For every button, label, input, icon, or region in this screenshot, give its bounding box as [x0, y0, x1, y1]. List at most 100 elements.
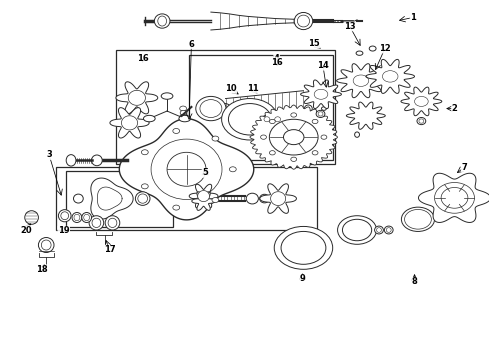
Bar — [116, 50, 335, 164]
Ellipse shape — [405, 210, 431, 229]
Circle shape — [261, 135, 267, 139]
Ellipse shape — [25, 211, 38, 224]
Polygon shape — [270, 192, 286, 206]
Ellipse shape — [74, 194, 83, 203]
Ellipse shape — [82, 212, 92, 222]
Ellipse shape — [284, 130, 304, 145]
Ellipse shape — [374, 226, 383, 234]
Text: 17: 17 — [104, 245, 115, 254]
Ellipse shape — [401, 207, 435, 231]
Text: 1: 1 — [410, 13, 416, 22]
Ellipse shape — [167, 152, 206, 186]
Circle shape — [369, 46, 376, 51]
Text: 16: 16 — [137, 54, 148, 63]
Ellipse shape — [61, 212, 69, 220]
Ellipse shape — [273, 115, 283, 123]
Circle shape — [173, 205, 180, 210]
Ellipse shape — [338, 216, 376, 244]
Ellipse shape — [72, 212, 82, 222]
Ellipse shape — [343, 219, 372, 241]
Polygon shape — [366, 59, 415, 94]
Circle shape — [142, 150, 148, 155]
Bar — [56, 167, 317, 230]
Ellipse shape — [304, 105, 312, 112]
Polygon shape — [128, 90, 146, 105]
Text: 11: 11 — [247, 84, 259, 93]
Polygon shape — [250, 105, 338, 169]
Ellipse shape — [260, 194, 270, 203]
Circle shape — [180, 106, 187, 111]
Ellipse shape — [419, 119, 424, 123]
Ellipse shape — [66, 155, 76, 166]
Text: 4: 4 — [274, 54, 280, 63]
Ellipse shape — [200, 100, 222, 117]
Ellipse shape — [384, 226, 393, 234]
Ellipse shape — [92, 155, 102, 166]
Ellipse shape — [108, 218, 117, 228]
Text: 18: 18 — [36, 265, 48, 274]
Ellipse shape — [264, 117, 270, 122]
Text: 19: 19 — [58, 226, 70, 235]
Polygon shape — [418, 173, 490, 222]
Ellipse shape — [294, 13, 313, 30]
Ellipse shape — [274, 226, 333, 269]
Text: 20: 20 — [20, 225, 31, 234]
Ellipse shape — [281, 231, 326, 264]
Text: 7: 7 — [462, 163, 467, 172]
Bar — [189, 55, 333, 160]
Ellipse shape — [262, 115, 272, 123]
Ellipse shape — [220, 104, 230, 113]
Polygon shape — [346, 102, 385, 129]
Bar — [66, 171, 173, 227]
Polygon shape — [189, 184, 218, 208]
Ellipse shape — [316, 111, 325, 117]
Circle shape — [291, 113, 296, 117]
Ellipse shape — [172, 195, 179, 202]
Circle shape — [173, 129, 180, 134]
Ellipse shape — [221, 99, 278, 140]
Ellipse shape — [196, 96, 226, 121]
Polygon shape — [120, 119, 254, 220]
Circle shape — [180, 114, 187, 119]
Ellipse shape — [318, 112, 323, 116]
Circle shape — [142, 184, 148, 189]
Ellipse shape — [356, 51, 363, 55]
Ellipse shape — [89, 216, 104, 230]
Ellipse shape — [180, 196, 185, 201]
Circle shape — [270, 119, 275, 123]
Ellipse shape — [135, 192, 150, 205]
Ellipse shape — [92, 218, 101, 228]
Ellipse shape — [275, 117, 281, 122]
Text: 2: 2 — [452, 104, 458, 113]
Polygon shape — [337, 64, 385, 98]
Polygon shape — [197, 190, 210, 202]
Ellipse shape — [74, 214, 80, 221]
Ellipse shape — [41, 240, 51, 250]
Ellipse shape — [105, 216, 120, 230]
Polygon shape — [192, 192, 216, 210]
Polygon shape — [116, 82, 158, 114]
Circle shape — [321, 135, 327, 139]
Polygon shape — [122, 116, 138, 130]
Circle shape — [312, 150, 318, 155]
Polygon shape — [110, 108, 149, 138]
Ellipse shape — [355, 132, 360, 137]
Text: 15: 15 — [308, 39, 320, 48]
Text: 12: 12 — [379, 44, 391, 53]
Polygon shape — [260, 184, 296, 213]
Text: 16: 16 — [271, 58, 283, 67]
Ellipse shape — [386, 228, 391, 232]
Ellipse shape — [228, 104, 271, 135]
Circle shape — [291, 157, 296, 161]
Circle shape — [212, 136, 219, 141]
Polygon shape — [91, 178, 133, 219]
Ellipse shape — [58, 210, 71, 222]
Ellipse shape — [38, 238, 54, 252]
Ellipse shape — [144, 115, 155, 122]
Circle shape — [229, 167, 236, 172]
Text: 10: 10 — [225, 84, 237, 93]
Ellipse shape — [376, 228, 381, 232]
Circle shape — [212, 198, 219, 203]
Ellipse shape — [158, 16, 167, 26]
Text: 3: 3 — [46, 150, 52, 159]
